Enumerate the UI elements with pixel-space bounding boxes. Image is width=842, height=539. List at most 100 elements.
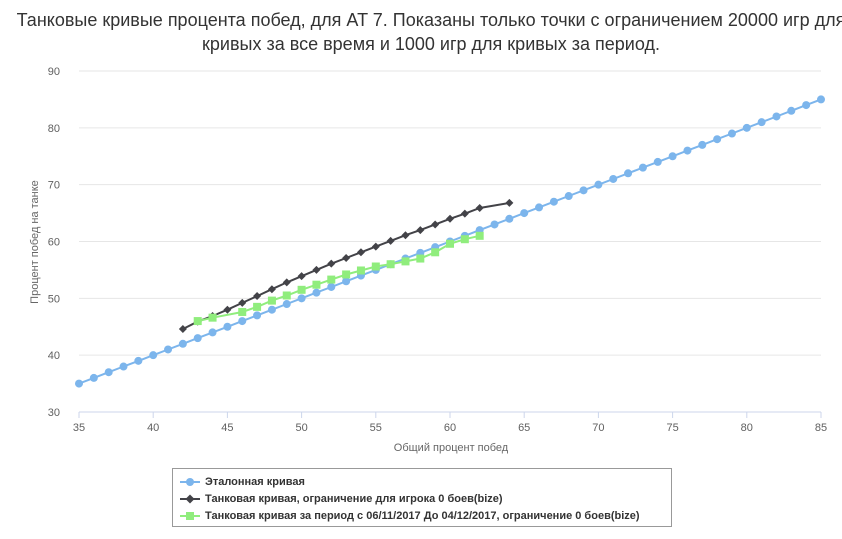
data-point[interactable] xyxy=(624,169,633,178)
data-point[interactable] xyxy=(668,152,677,161)
diamond-marker-icon xyxy=(180,494,200,504)
x-tick-label: 35 xyxy=(73,422,85,434)
data-point[interactable] xyxy=(772,112,781,121)
data-point[interactable] xyxy=(475,203,484,212)
y-tick-label: 30 xyxy=(48,407,60,419)
data-point[interactable] xyxy=(208,313,217,322)
data-point[interactable] xyxy=(727,129,736,138)
data-point[interactable] xyxy=(193,334,202,343)
data-point[interactable] xyxy=(356,266,365,275)
data-point[interactable] xyxy=(327,282,336,291)
data-point[interactable] xyxy=(327,275,336,284)
data-point[interactable] xyxy=(757,118,766,127)
data-point[interactable] xyxy=(178,339,187,348)
data-point[interactable] xyxy=(282,278,291,287)
data-point[interactable] xyxy=(535,203,544,212)
x-tick-label: 60 xyxy=(444,422,456,434)
data-point[interactable] xyxy=(460,209,469,218)
x-axis-title: Общий процент побед xyxy=(394,442,509,454)
data-point[interactable] xyxy=(371,242,380,251)
data-point[interactable] xyxy=(267,296,276,305)
legend-label: Танковая кривая, ограничение для игрока … xyxy=(205,493,503,505)
data-point[interactable] xyxy=(238,307,247,316)
data-point[interactable] xyxy=(401,231,410,240)
data-point[interactable] xyxy=(698,140,707,149)
data-point[interactable] xyxy=(653,157,662,166)
data-point[interactable] xyxy=(178,325,187,334)
data-point[interactable] xyxy=(223,322,232,331)
data-point[interactable] xyxy=(371,262,380,271)
data-point[interactable] xyxy=(297,285,306,294)
data-point[interactable] xyxy=(312,280,321,289)
data-point[interactable] xyxy=(282,291,291,300)
x-tick-label: 70 xyxy=(592,422,604,434)
data-point[interactable] xyxy=(609,174,618,183)
data-point[interactable] xyxy=(579,186,588,195)
data-point[interactable] xyxy=(327,259,336,268)
data-point[interactable] xyxy=(282,300,291,309)
data-point[interactable] xyxy=(638,163,647,172)
data-point[interactable] xyxy=(683,146,692,155)
x-tick-label: 80 xyxy=(741,422,753,434)
data-point[interactable] xyxy=(713,135,722,144)
data-point[interactable] xyxy=(520,209,529,218)
data-point[interactable] xyxy=(446,239,454,248)
y-tick-label: 60 xyxy=(48,237,60,249)
data-point[interactable] xyxy=(505,214,514,223)
data-point[interactable] xyxy=(817,95,825,104)
data-point[interactable] xyxy=(238,298,247,307)
data-point[interactable] xyxy=(386,236,395,245)
data-point[interactable] xyxy=(594,180,603,189)
x-tick-label: 55 xyxy=(370,422,382,434)
data-point[interactable] xyxy=(490,220,499,229)
data-point[interactable] xyxy=(312,265,321,274)
data-point[interactable] xyxy=(401,257,410,266)
data-point[interactable] xyxy=(787,106,796,115)
data-point[interactable] xyxy=(104,368,113,377)
data-point[interactable] xyxy=(416,226,425,235)
data-point[interactable] xyxy=(505,198,514,207)
data-point[interactable] xyxy=(134,356,143,365)
data-point[interactable] xyxy=(356,248,365,257)
data-point[interactable] xyxy=(342,253,351,262)
data-point[interactable] xyxy=(416,254,425,263)
data-point[interactable] xyxy=(431,248,440,257)
data-point[interactable] xyxy=(223,305,232,314)
data-point[interactable] xyxy=(446,214,454,223)
data-point[interactable] xyxy=(149,351,158,360)
data-point[interactable] xyxy=(431,220,440,229)
data-point[interactable] xyxy=(460,235,469,244)
data-point[interactable] xyxy=(267,285,276,294)
data-point[interactable] xyxy=(475,231,484,240)
data-point[interactable] xyxy=(253,292,262,301)
x-tick-label: 65 xyxy=(518,422,530,434)
data-point[interactable] xyxy=(297,272,306,281)
data-point[interactable] xyxy=(386,260,395,269)
series-line xyxy=(182,201,510,330)
data-point[interactable] xyxy=(75,379,83,388)
legend: Эталонная кривая Танковая кривая, ограни… xyxy=(172,468,672,527)
data-point[interactable] xyxy=(802,101,811,110)
data-point[interactable] xyxy=(297,294,306,303)
data-point[interactable] xyxy=(238,317,247,326)
data-point[interactable] xyxy=(342,277,351,286)
data-point[interactable] xyxy=(253,311,262,320)
data-point[interactable] xyxy=(549,197,558,206)
data-point[interactable] xyxy=(312,288,321,297)
x-tick-label: 75 xyxy=(666,422,678,434)
data-point[interactable] xyxy=(267,305,276,314)
data-point[interactable] xyxy=(119,362,128,371)
data-point[interactable] xyxy=(164,345,173,354)
data-point[interactable] xyxy=(742,123,751,132)
square-marker-icon xyxy=(180,512,200,520)
circle-marker-icon xyxy=(180,478,200,486)
y-axis-title: Процент побед на танке xyxy=(29,180,41,304)
data-point[interactable] xyxy=(253,302,262,311)
x-axis: 35 40 45 50 55 60 65 70 75 80 85 xyxy=(73,411,827,434)
data-point[interactable] xyxy=(342,270,351,279)
data-point[interactable] xyxy=(208,328,217,337)
data-point[interactable] xyxy=(564,192,573,201)
data-point[interactable] xyxy=(193,317,202,326)
data-point[interactable] xyxy=(89,373,98,382)
